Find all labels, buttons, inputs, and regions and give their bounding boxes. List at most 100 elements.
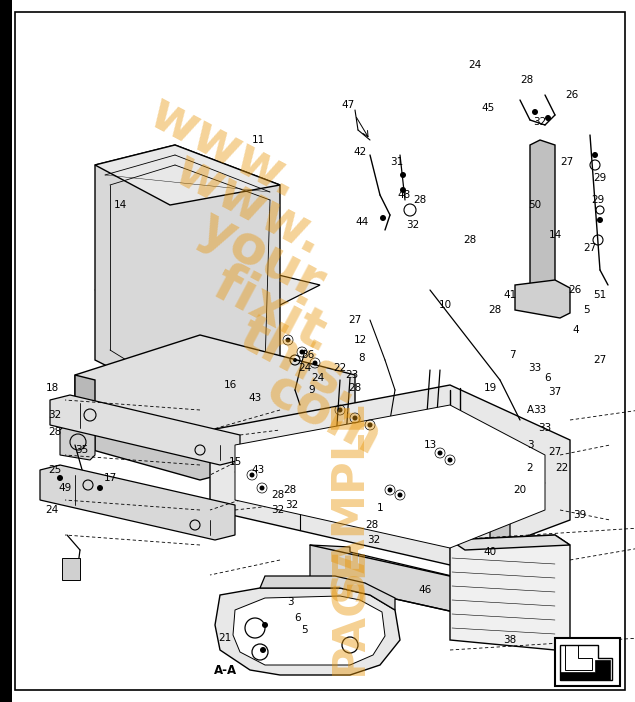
Text: PAGE: PAGE [328, 545, 371, 675]
Circle shape [398, 493, 403, 498]
Polygon shape [450, 535, 570, 650]
Text: A-A: A-A [213, 663, 237, 677]
Text: 43: 43 [251, 465, 265, 475]
Text: 5: 5 [584, 305, 591, 315]
Text: 3: 3 [526, 440, 533, 450]
Text: 19: 19 [483, 383, 497, 393]
Text: 33: 33 [528, 363, 542, 373]
Text: 24: 24 [45, 505, 58, 515]
Circle shape [545, 115, 551, 121]
Text: 2: 2 [526, 463, 533, 473]
Text: 12: 12 [353, 335, 366, 345]
Polygon shape [450, 535, 570, 550]
Text: 7: 7 [509, 350, 516, 360]
Text: 31: 31 [391, 157, 404, 167]
Text: 42: 42 [353, 147, 366, 157]
Circle shape [57, 475, 63, 481]
Circle shape [293, 358, 297, 362]
Text: 41: 41 [504, 290, 517, 300]
Polygon shape [60, 425, 95, 460]
Text: 4: 4 [573, 325, 579, 335]
Text: 28: 28 [365, 520, 378, 530]
Circle shape [262, 622, 268, 628]
Circle shape [352, 416, 358, 420]
Circle shape [592, 152, 598, 158]
Text: 24: 24 [469, 60, 481, 70]
Text: fixit: fixit [205, 258, 334, 359]
Bar [62, 558, 80, 580]
Text: 32: 32 [285, 500, 298, 510]
Polygon shape [75, 375, 95, 450]
Text: 32: 32 [533, 117, 547, 127]
Text: www.: www. [140, 87, 308, 209]
Polygon shape [490, 505, 510, 620]
Circle shape [400, 172, 406, 178]
Bar [0, 668, 12, 702]
Text: 1: 1 [377, 503, 384, 513]
Text: 9: 9 [309, 385, 316, 395]
Text: 38: 38 [504, 635, 517, 645]
Circle shape [312, 361, 318, 366]
Circle shape [448, 458, 453, 463]
Text: 14: 14 [549, 230, 561, 240]
Text: 25: 25 [48, 465, 62, 475]
Text: 32: 32 [368, 535, 380, 545]
Text: 6: 6 [545, 373, 551, 383]
Text: 28: 28 [349, 383, 361, 393]
Polygon shape [75, 335, 355, 455]
Circle shape [438, 451, 443, 456]
Text: 15: 15 [229, 457, 242, 467]
Circle shape [286, 338, 290, 343]
Text: 27: 27 [593, 355, 606, 365]
Text: 27: 27 [549, 447, 561, 457]
Polygon shape [530, 140, 555, 295]
Text: 44: 44 [356, 217, 369, 227]
Text: 27: 27 [560, 157, 573, 167]
Text: 45: 45 [481, 103, 495, 113]
Text: 29: 29 [593, 173, 606, 183]
Text: 28: 28 [413, 195, 427, 205]
Text: 11: 11 [251, 135, 265, 145]
Text: 50: 50 [528, 200, 542, 210]
Text: 37: 37 [549, 387, 561, 397]
Circle shape [368, 423, 373, 428]
Text: 28: 28 [283, 485, 297, 495]
Text: 17: 17 [104, 473, 117, 483]
Text: 23: 23 [345, 370, 359, 380]
Polygon shape [40, 465, 235, 540]
Text: com: com [258, 364, 391, 467]
Text: 3: 3 [286, 597, 293, 607]
Polygon shape [565, 645, 592, 670]
Text: 29: 29 [591, 195, 605, 205]
Circle shape [380, 215, 386, 221]
Text: 28: 28 [48, 427, 62, 437]
Circle shape [532, 109, 538, 115]
Polygon shape [95, 250, 320, 325]
Text: 28: 28 [271, 490, 284, 500]
Bar [555, 638, 620, 686]
Text: this.: this. [230, 308, 371, 416]
Text: 48: 48 [398, 190, 411, 200]
Text: 49: 49 [58, 483, 72, 493]
Text: 10: 10 [438, 300, 451, 310]
Circle shape [597, 217, 603, 223]
Text: 22: 22 [333, 363, 347, 373]
Circle shape [260, 486, 265, 491]
Text: 24: 24 [298, 363, 312, 373]
Circle shape [300, 350, 305, 355]
Text: SAMPLE: SAMPLE [328, 399, 371, 602]
Polygon shape [50, 395, 240, 465]
Text: 28: 28 [488, 305, 502, 315]
Text: 26: 26 [568, 285, 582, 295]
Text: 47: 47 [342, 100, 354, 110]
Text: 35: 35 [76, 445, 89, 455]
Circle shape [250, 472, 255, 477]
Polygon shape [560, 660, 610, 680]
Polygon shape [95, 145, 280, 205]
Text: 8: 8 [359, 353, 365, 363]
Text: your: your [190, 201, 333, 310]
Text: 40: 40 [483, 547, 497, 557]
Text: 32: 32 [48, 410, 62, 420]
Circle shape [387, 487, 392, 493]
Text: 43: 43 [248, 393, 262, 403]
